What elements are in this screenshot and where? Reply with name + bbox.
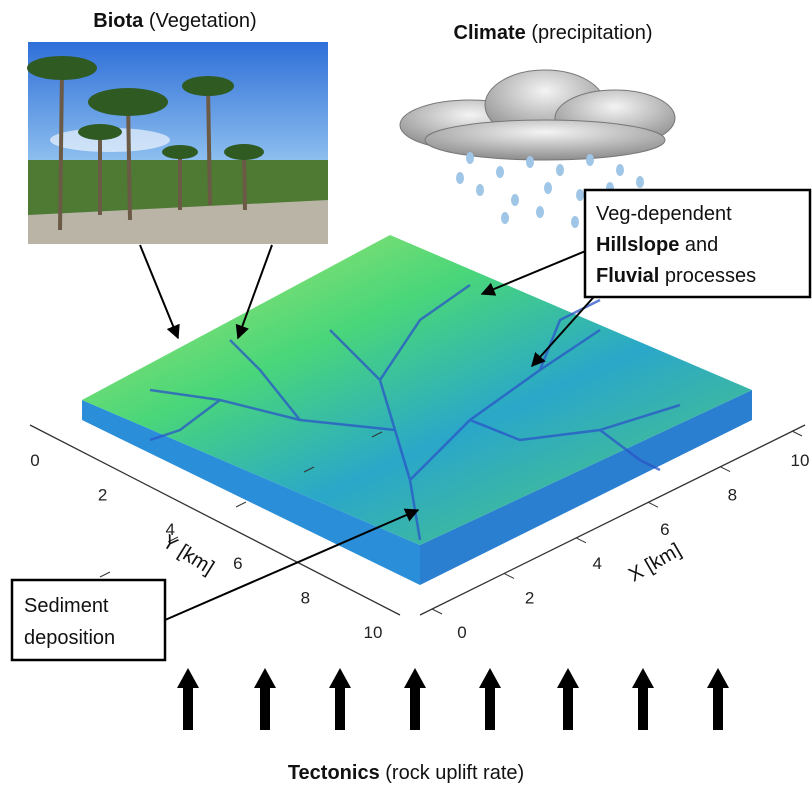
uplift-arrow [557,668,579,730]
y-tick [100,572,110,577]
y-tick-label: 10 [364,623,383,642]
rain-drop [544,182,552,194]
uplift-arrows [177,668,729,730]
y-tick-label: 6 [233,554,242,573]
sediment-text: Sediment [24,595,109,617]
x-tick-label: 4 [592,554,601,573]
x-tick [504,573,514,578]
process-text: Fluvial processes [596,265,756,287]
rain-drop [511,194,519,206]
rain-drop [576,189,584,201]
tectonics-title: Tectonics (rock uplift rate) [288,762,524,784]
biota-title: Biota (Vegetation) [93,10,256,32]
vegetation-photo [27,42,328,244]
rain-drop [501,212,509,224]
rain-drop [556,164,564,176]
x-tick-label: 8 [728,485,737,504]
rain-drop [466,152,474,164]
rain-drop [476,184,484,196]
rain-drop [636,176,644,188]
x-tick-label: 2 [525,589,534,608]
rain-drop [571,216,579,228]
process-text: Veg-dependent [596,203,732,225]
x-tick [648,502,658,507]
rain-drop [526,156,534,168]
x-tick-label: 10 [791,451,810,470]
figure: Biota (Vegetation) Climate (precipitatio… [0,0,812,785]
rain-drop [616,164,624,176]
y-tick-label: 0 [30,451,39,470]
x-tick-label: 6 [660,520,669,539]
x-tick [792,431,802,436]
y-tick [236,502,246,507]
y-tick-label: 8 [301,589,310,608]
uplift-arrow [404,668,426,730]
x-tick [432,609,442,614]
rain-drop [456,172,464,184]
process-text: Hillslope and [596,234,718,256]
rain-drop [586,154,594,166]
uplift-arrow [329,668,351,730]
rain-drop [496,166,504,178]
uplift-arrow [254,668,276,730]
sediment-text: deposition [24,627,115,649]
uplift-arrow [707,668,729,730]
uplift-arrow [632,668,654,730]
x-tick-label: 0 [457,623,466,642]
x-axis-label: X [km] [625,539,685,586]
climate-title: Climate (precipitation) [454,22,653,44]
rain-drop [536,206,544,218]
uplift-arrow [479,668,501,730]
x-tick [576,538,586,543]
uplift-arrow [177,668,199,730]
y-axis-label: Y [km] [158,531,217,579]
y-tick-label: 2 [98,485,107,504]
x-tick [720,467,730,472]
